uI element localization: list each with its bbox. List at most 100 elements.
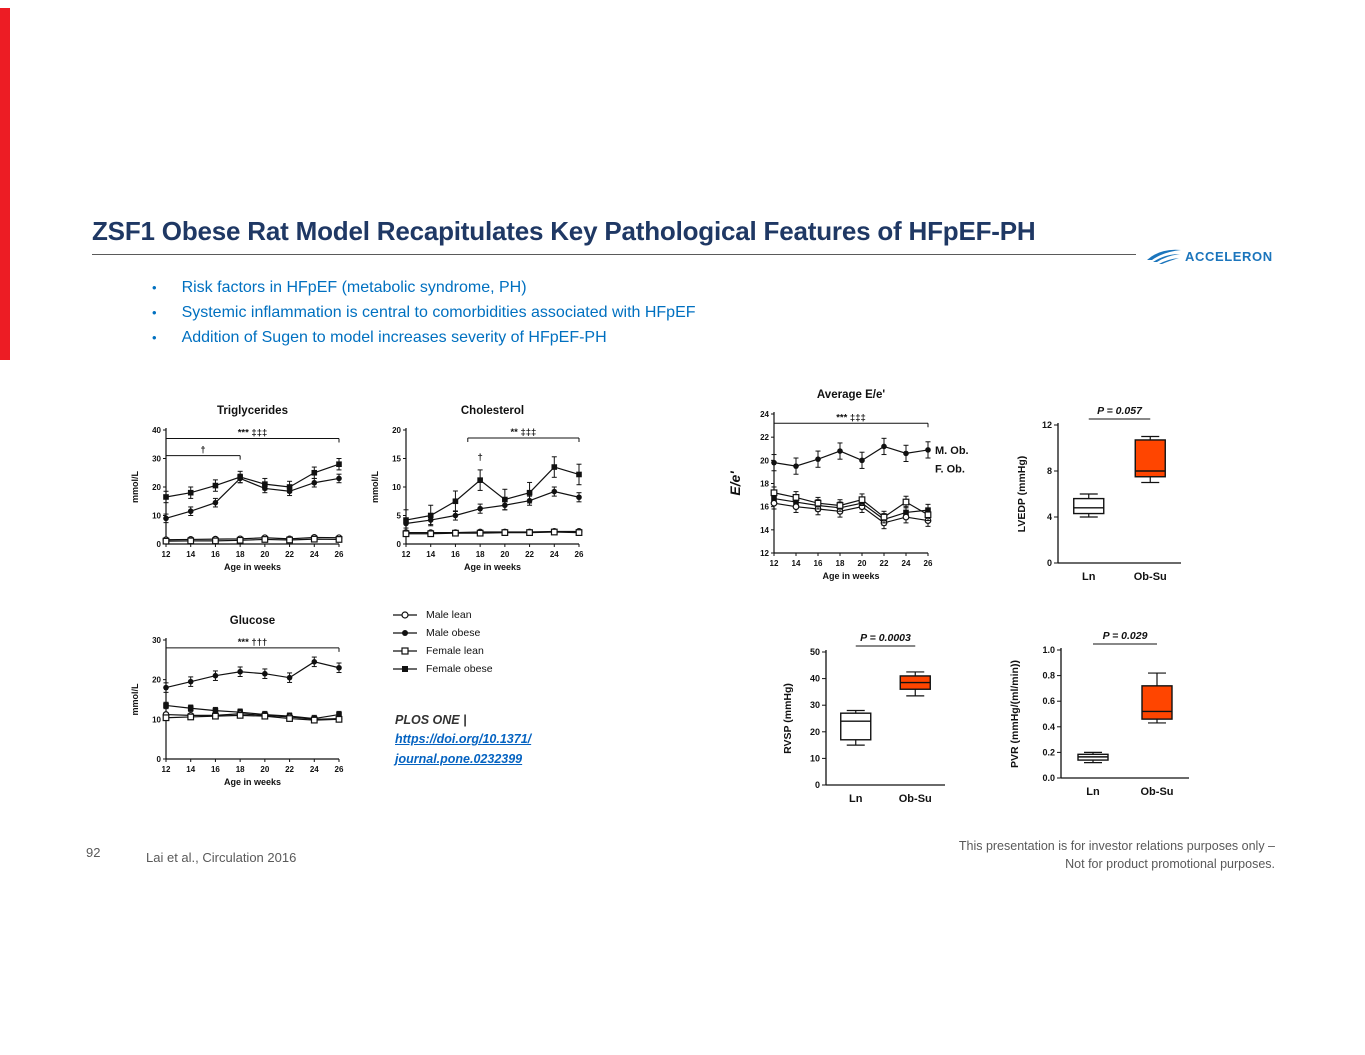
svg-text:** ‡‡‡: ** ‡‡‡ [510,427,536,438]
svg-text:16: 16 [814,559,823,568]
svg-text:12: 12 [162,765,171,774]
svg-text:24: 24 [310,765,319,774]
legend-label: Male lean [426,609,472,621]
svg-text:40: 40 [810,674,820,684]
svg-text:0.6: 0.6 [1042,696,1055,706]
square-filled-icon [393,666,417,672]
svg-text:12: 12 [770,559,779,568]
bullet-item: • Risk factors in HFpEF (metabolic syndr… [152,279,1072,296]
svg-text:18: 18 [836,559,845,568]
svg-text:Triglycerides: Triglycerides [217,405,288,417]
svg-text:14: 14 [760,526,769,535]
svg-text:Age in weeks: Age in weeks [224,777,281,787]
citation-link-line1[interactable]: https://doi.org/10.1371/ [395,732,532,747]
bullet-text: Systemic inflammation is central to como… [181,304,696,321]
svg-text:0: 0 [157,540,162,549]
page-number: 92 [86,845,101,860]
svg-text:0: 0 [815,780,820,790]
square-open-icon [393,647,417,655]
bullet-item: • Systemic inflammation is central to co… [152,304,1072,321]
svg-text:0: 0 [157,755,162,764]
title-divider [92,254,1136,255]
svg-text:18: 18 [476,550,485,559]
svg-text:40: 40 [152,426,161,435]
footer-disclaimer-line1: This presentation is for investor relati… [958,839,1275,853]
svg-text:26: 26 [575,550,584,559]
svg-text:*** ‡‡‡: *** ‡‡‡ [836,412,866,423]
chart-lvedp-boxplot: 0 4 8 12 Ln Ob-Su LVEDP (mmHg) P = 0.057 [1012,393,1197,593]
svg-text:20: 20 [760,456,769,465]
svg-text:18: 18 [760,480,769,489]
chart-glucose: 0 10 20 30 12 14 16 18 20 22 24 26 Glucose Age in wee… [128,606,353,791]
slide-title: ZSF1 Obese Rat Model Recapitulates Key P… [92,216,1036,246]
svg-text:20: 20 [260,550,269,559]
svg-text:F. Ob.: F. Ob. [935,463,965,475]
svg-text:Ob-Su: Ob-Su [1141,786,1174,798]
svg-text:Average E/e': Average E/e' [817,389,885,401]
svg-text:P = 0.029: P = 0.029 [1103,630,1148,642]
svg-text:24: 24 [310,550,319,559]
svg-text:16: 16 [451,550,460,559]
svg-text:PVR (mmHg/(ml/min)): PVR (mmHg/(ml/min)) [1009,660,1021,768]
svg-text:12: 12 [1042,420,1052,430]
glucose-svg: 0 10 20 30 12 14 16 18 20 22 24 26 Glucose Age in wee… [130,615,344,787]
legend-label: Female obese [426,663,493,675]
svg-text:20: 20 [858,559,867,568]
svg-text:12: 12 [162,550,171,559]
svg-text:20: 20 [392,426,401,435]
svg-text:16: 16 [760,503,769,512]
svg-text:0: 0 [397,540,402,549]
svg-text:12: 12 [402,550,411,559]
legend-item: Male obese [392,627,493,639]
svg-text:16: 16 [211,765,220,774]
svg-text:12: 12 [760,549,769,558]
svg-text:20: 20 [260,765,269,774]
chart-cholesterol: 0 5 10 15 20 12 14 16 18 20 22 24 26 Cholesterol Age i… [368,396,593,576]
logo-swoosh-icon [1147,249,1181,264]
svg-text:14: 14 [186,765,195,774]
svg-text:M. Ob.: M. Ob. [935,445,969,457]
citation-link-line2[interactable]: journal.pone.0232399 [395,751,523,766]
svg-text:14: 14 [792,559,801,568]
logo-text: ACCELERON [1185,248,1273,264]
rvsp-svg: 0 10 20 30 40 50 Ln Ob-Su RVSP (mmHg) P = 0.0003 [782,632,945,805]
svg-text:26: 26 [335,765,344,774]
svg-text:0.2: 0.2 [1042,747,1055,757]
svg-text:22: 22 [285,765,294,774]
svg-text:10: 10 [392,483,401,492]
triglycerides-svg: 0 10 20 30 40 12 14 16 18 20 22 24 26 Triglycerides Ag… [130,405,344,572]
bullet-dot-icon: • [152,330,157,345]
chart-triglycerides: 0 10 20 30 40 12 14 16 18 20 22 24 26 Triglycerides Ag… [128,396,353,576]
chart-rvsp-boxplot: 0 10 20 30 40 50 Ln Ob-Su RVSP (mmHg) P = 0.0003 [778,620,963,815]
svg-text:Age in weeks: Age in weeks [464,562,521,572]
bullet-text: Risk factors in HFpEF (metabolic syndrom… [181,279,527,296]
svg-text:30: 30 [810,700,820,710]
svg-text:Glucose: Glucose [230,615,275,627]
svg-text:10: 10 [152,715,161,724]
chart-legend: Male lean Male obese Female lean Female obe… [392,609,493,681]
svg-text:20: 20 [152,483,161,492]
svg-text:0.4: 0.4 [1042,722,1055,732]
citation-block: PLOS ONE | https://doi.org/10.1371/ jour… [395,711,531,769]
bullet-item: • Addition of Sugen to model increases s… [152,329,1072,346]
svg-text:*** †††: *** ††† [238,637,268,648]
svg-text:22: 22 [760,433,769,442]
bullet-dot-icon: • [152,280,157,295]
svg-text:0.8: 0.8 [1042,671,1055,681]
svg-text:*** ‡‡‡: *** ‡‡‡ [238,428,268,439]
svg-text:Ob-Su: Ob-Su [899,793,932,805]
legend-item: Male lean [392,609,493,621]
bullet-list: • Risk factors in HFpEF (metabolic syndr… [152,279,1072,354]
svg-text:Age in weeks: Age in weeks [822,571,879,581]
svg-text:50: 50 [810,647,820,657]
svg-text:26: 26 [924,559,933,568]
svg-text:18: 18 [236,550,245,559]
acceleron-logo: ACCELERON [1146,247,1273,265]
svg-text:P = 0.0003: P = 0.0003 [860,632,911,644]
footer-disclaimer-line2: Not for product promotional purposes. [1065,856,1275,871]
pvr-svg: 0.0 0.2 0.4 0.6 0.8 1.0 Ln Ob-Su PVR (mmHg/(ml/m… [1009,630,1189,798]
svg-text:E/e': E/e' [728,471,743,496]
svg-text:22: 22 [880,559,889,568]
svg-text:22: 22 [285,550,294,559]
svg-text:Age in weeks: Age in weeks [224,562,281,572]
